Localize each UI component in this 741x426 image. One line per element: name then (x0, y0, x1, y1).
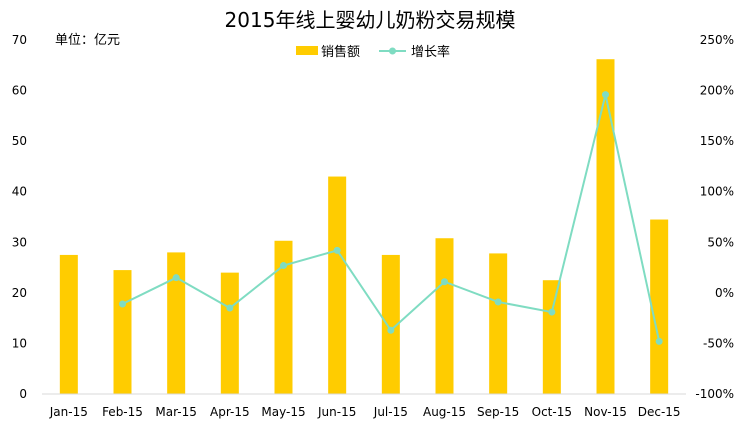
legend-swatch-growth-marker (389, 47, 396, 55)
bar-Jun-15 (328, 176, 347, 394)
bar-Jul-15 (381, 254, 400, 394)
x-axis-tick-label: Apr-15 (210, 405, 250, 419)
unit-label: 单位：亿元 (55, 33, 120, 48)
bar-Nov-15 (596, 59, 615, 395)
bar-May-15 (274, 240, 293, 394)
growth-point-Nov-15 (602, 91, 609, 99)
left-axis-tick-label: 60 (12, 84, 27, 98)
right-axis-tick-label: 150% (700, 134, 734, 148)
right-axis-tick-label: -50% (703, 336, 734, 350)
legend-label-sales: 销售额 (321, 44, 360, 60)
right-axis-ticks: -100% -50% 0% 50% 100% 150% 200% 250% (695, 33, 734, 401)
left-axis-tick-label: 30 (12, 235, 27, 249)
growth-point-Feb-15 (119, 300, 126, 308)
left-axis-tick-label: 0 (19, 387, 27, 401)
right-axis-tick-label: 250% (700, 33, 734, 47)
bar-Jan-15 (59, 254, 78, 394)
bar-Oct-15 (542, 280, 561, 394)
x-axis-tick-label: May-15 (261, 405, 305, 419)
bar-Aug-15 (435, 238, 454, 394)
bar-Sep-15 (489, 253, 508, 394)
left-axis-tick-label: 40 (12, 185, 27, 199)
left-axis-ticks: 0 10 20 30 40 50 60 70 (12, 33, 27, 401)
growth-point-Dec-15 (655, 337, 663, 345)
x-axis-tick-label: Oct-15 (532, 405, 572, 419)
growth-point-May-15 (280, 262, 287, 270)
left-axis-tick-label: 10 (12, 336, 27, 350)
right-axis-tick-label: 0% (715, 286, 734, 300)
left-axis-tick-label: 20 (12, 286, 27, 300)
growth-point-Jul-15 (387, 326, 395, 334)
x-axis-tick-label: Dec-15 (638, 405, 681, 419)
x-axis-tick-label: Sep-15 (477, 405, 519, 419)
growth-point-Jun-15 (333, 246, 341, 254)
x-axis-tick-label: Mar-15 (155, 405, 196, 419)
growth-point-Aug-15 (441, 278, 448, 286)
legend-label-growth: 增长率 (411, 44, 450, 60)
x-axis-ticks: Jan-15 Feb-15 Mar-15 Apr-15 May-15 Jun-15 Jul-… (49, 405, 681, 419)
x-axis-tick-label: Jul-15 (373, 405, 408, 419)
growth-point-Sep-15 (494, 298, 502, 306)
growth-point-Apr-15 (226, 304, 234, 312)
bar-Dec-15 (650, 219, 669, 394)
right-axis-tick-label: 200% (700, 84, 734, 98)
bar-Feb-15 (113, 270, 132, 394)
right-axis-tick-label: 50% (707, 235, 734, 249)
growth-point-Mar-15 (172, 274, 180, 282)
right-axis-tick-label: -100% (695, 387, 734, 401)
legend-swatch-sales (296, 46, 318, 55)
left-axis-tick-label: 50 (12, 134, 27, 148)
bar-Apr-15 (220, 272, 239, 394)
bar-series-sales (59, 59, 669, 395)
x-axis-tick-label: Feb-15 (102, 405, 143, 419)
chart-title: 2015年线上婴幼儿奶粉交易规模 (225, 8, 516, 32)
x-axis-tick-label: Jun-15 (317, 405, 356, 419)
legend: 销售额 增长率 (296, 44, 450, 60)
left-axis-tick-label: 70 (12, 33, 27, 47)
growth-point-Oct-15 (548, 308, 556, 316)
right-axis-tick-label: 100% (700, 185, 734, 199)
line-series-growth (119, 91, 663, 345)
x-axis-tick-label: Jan-15 (49, 405, 88, 419)
bar-Mar-15 (167, 252, 186, 394)
x-axis-tick-label: Aug-15 (423, 405, 466, 419)
x-axis-tick-label: Nov-15 (584, 405, 627, 419)
